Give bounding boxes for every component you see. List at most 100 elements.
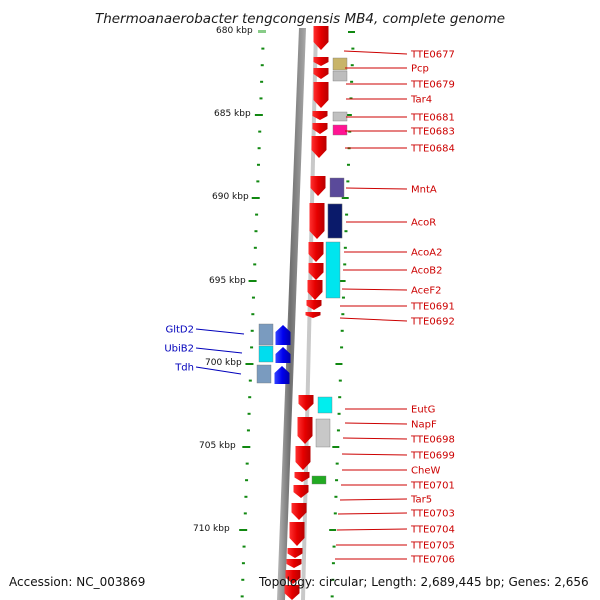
ruler-tick (251, 296, 255, 299)
forward-gene-label[interactable]: TTE0692 (410, 317, 455, 328)
forward-gene-label[interactable]: Tar4 (410, 95, 432, 106)
forward-gene-label[interactable]: TTE0699 (410, 451, 455, 462)
forward-gene-arrow[interactable] (308, 242, 324, 262)
kbp-label-705: 705 kbp (199, 441, 236, 451)
forward-gene-label[interactable]: TTE0701 (410, 481, 455, 492)
forward-gene-arrow[interactable] (297, 417, 313, 444)
protein-domain-box (311, 475, 327, 485)
forward-gene-arrow[interactable] (285, 570, 301, 584)
forward-gene-label[interactable]: CheW (411, 466, 440, 477)
forward-gene-label[interactable]: TTE0703 (410, 509, 455, 520)
forward-gene-arrow[interactable] (295, 446, 311, 470)
forward-leader-line (343, 50, 408, 55)
reverse-gene-label[interactable]: Tdh (174, 363, 194, 374)
ruler-tick (258, 130, 262, 133)
kbp-label-680: 680 kbp (216, 26, 253, 36)
protein-domain-box (332, 57, 348, 71)
forward-genes (284, 26, 348, 600)
forward-gene-label[interactable]: AcoB2 (411, 266, 443, 277)
reverse-leader-line (195, 328, 245, 335)
ruler-tick (250, 346, 254, 349)
forward-gene-arrow[interactable] (291, 503, 307, 520)
forward-gene-label[interactable]: AceF2 (411, 286, 441, 297)
forward-gene-label[interactable]: Tar5 (410, 495, 432, 506)
forward-leader-line (345, 187, 408, 190)
ruler-tick-inner (345, 213, 349, 216)
forward-gene-arrow[interactable] (294, 472, 310, 482)
ruler-tick-inner (344, 114, 352, 116)
forward-gene-arrow[interactable] (313, 82, 329, 108)
forward-gene-label[interactable]: NapF (411, 420, 437, 431)
forward-leader-line (341, 453, 408, 456)
ruler-tick-inner (338, 379, 342, 382)
ruler-tick (253, 263, 257, 266)
forward-gene-label[interactable]: AcoA2 (411, 248, 442, 259)
ruler-tick (254, 230, 258, 233)
forward-leader-line (344, 422, 408, 425)
forward-gene-label[interactable]: TTE0705 (410, 541, 455, 552)
ruler-tick-inner (348, 31, 355, 33)
forward-gene-arrow[interactable] (313, 26, 329, 50)
ruler-tick (256, 163, 260, 166)
forward-gene-arrow[interactable] (312, 111, 328, 120)
forward-gene-label[interactable]: TTE0681 (410, 113, 455, 124)
forward-gene-label[interactable]: TTE0683 (410, 127, 455, 138)
forward-gene-label[interactable]: AcoR (411, 218, 436, 229)
kbp-label-695: 695 kbp (209, 276, 246, 286)
forward-gene-label[interactable]: EutG (411, 405, 435, 416)
ruler-tick (245, 462, 249, 465)
forward-leader-line (337, 512, 408, 515)
reverse-gene-arrow[interactable] (274, 366, 290, 384)
forward-gene-label[interactable]: TTE0691 (410, 302, 455, 313)
forward-gene-arrow[interactable] (310, 176, 326, 196)
forward-gene-label[interactable]: Pcp (411, 64, 429, 75)
forward-gene-arrow[interactable] (289, 522, 305, 546)
ruler-tick (248, 280, 257, 282)
ruler-tick-inner (341, 296, 345, 299)
ruler-tick-inner (333, 512, 337, 515)
reverse-gene-label[interactable]: UbiB2 (164, 344, 194, 355)
ruler-tick (250, 329, 254, 332)
forward-gene-label[interactable]: TTE0684 (410, 144, 455, 155)
ruler-labels: 680 kbp 685 kbp 690 kbp 695 kbp 700 kbp … (193, 26, 253, 534)
forward-gene-arrow[interactable] (284, 585, 300, 600)
protein-domain-box (317, 396, 333, 414)
forward-gene-label[interactable]: TTE0706 (410, 555, 455, 566)
forward-gene-arrow[interactable] (311, 136, 327, 158)
forward-gene-labels: TTE0677 Pcp TTE0679 Tar4 TTE0681 TTE0683 TTE06… (335, 50, 455, 566)
forward-gene-arrow[interactable] (305, 312, 321, 318)
ruler-tick-inner (335, 363, 343, 365)
reverse-domain-box (256, 364, 272, 384)
forward-gene-label[interactable]: TTE0677 (410, 50, 455, 61)
forward-gene-arrow[interactable] (312, 123, 328, 134)
forward-gene-label[interactable]: TTE0698 (410, 435, 455, 446)
forward-gene-arrow[interactable] (293, 485, 309, 498)
forward-gene-label[interactable]: TTE0704 (410, 525, 455, 536)
reverse-leader-line (195, 366, 242, 375)
forward-gene-arrow[interactable] (287, 548, 303, 558)
forward-gene-label[interactable]: TTE0679 (410, 80, 455, 91)
protein-domain-box (325, 241, 341, 299)
forward-gene-arrow[interactable] (309, 203, 325, 239)
reverse-gene-arrow[interactable] (275, 347, 291, 363)
ruler-tick-inner (350, 80, 354, 83)
forward-gene-arrow[interactable] (308, 263, 324, 280)
ruler-tick-inner (350, 64, 354, 67)
forward-gene-label[interactable]: MntA (411, 185, 437, 196)
forward-gene-arrow[interactable] (286, 559, 302, 568)
ruler-tick (261, 47, 265, 50)
forward-gene-arrow[interactable] (298, 395, 314, 411)
forward-gene-arrow[interactable] (313, 68, 329, 79)
reverse-gene-arrow[interactable] (275, 325, 291, 345)
forward-gene-arrow[interactable] (313, 57, 329, 66)
forward-leader-line (341, 288, 408, 291)
forward-gene-arrow[interactable] (306, 300, 322, 310)
ruler-tick (260, 80, 264, 83)
reverse-gene-label[interactable]: GltD2 (165, 325, 194, 336)
forward-gene-arrow[interactable] (307, 280, 323, 300)
forward-leader-line (336, 528, 408, 531)
ruler-tick-inner (331, 578, 335, 581)
reverse-domain-box (258, 323, 274, 346)
ruler-tick (244, 495, 248, 498)
